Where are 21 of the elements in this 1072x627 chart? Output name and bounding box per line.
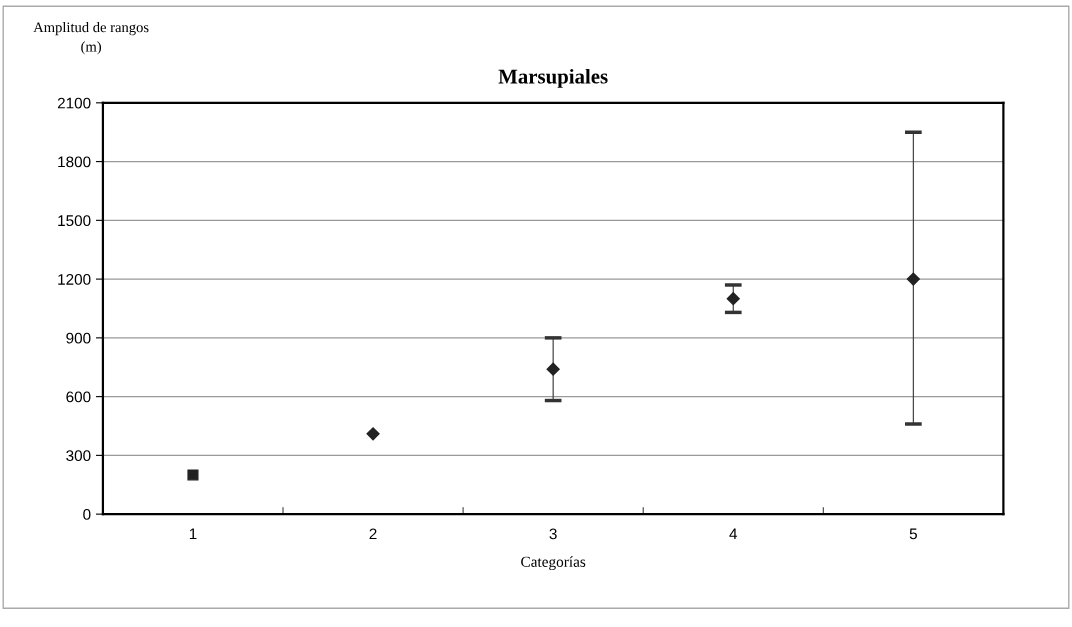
- x-axis-title: Categorías: [521, 556, 586, 571]
- y-tick-label: 900: [66, 332, 91, 344]
- y-tick-label: 0: [83, 509, 91, 520]
- point: [366, 427, 380, 441]
- chart-title: Marsupiales: [498, 68, 608, 88]
- y-tick-label: 1800: [58, 156, 91, 168]
- x-tick-label: 3: [549, 528, 557, 540]
- x-tick-label: 5: [909, 528, 917, 540]
- y-tick-label: 1500: [58, 215, 91, 227]
- point: [906, 272, 920, 286]
- x-tick-label: 1: [189, 528, 197, 540]
- x-tick-label: 4: [729, 528, 738, 540]
- y-tick-label: 2100: [57, 97, 91, 109]
- point: [546, 362, 560, 376]
- y-tick-label: 300: [66, 450, 91, 462]
- y-axis-title: Amplitud de rangos (m): [33, 21, 149, 55]
- point: [187, 469, 199, 481]
- x-tick-label: 2: [369, 528, 377, 540]
- y-tick-label: 600: [66, 391, 91, 403]
- y-tick-label: 1200: [58, 273, 91, 285]
- point: [726, 292, 740, 306]
